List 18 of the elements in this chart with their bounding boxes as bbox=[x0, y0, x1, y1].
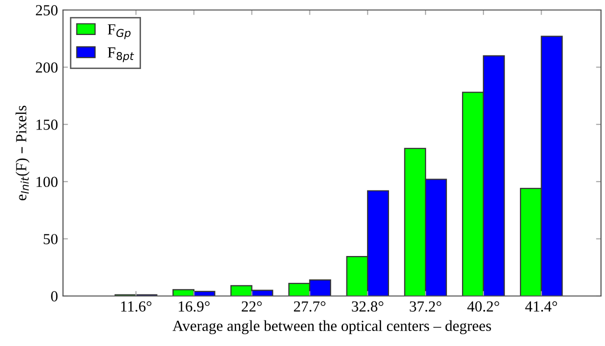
y-tick-label: 0 bbox=[51, 291, 58, 302]
y-tick-label: 100 bbox=[36, 176, 58, 188]
y-tick-label: 200 bbox=[36, 62, 58, 73]
x-tick-label: 11.6° bbox=[121, 301, 152, 312]
x-tick-label: 27.7° bbox=[294, 301, 326, 312]
x-axis-title: Average angle between the optical centers – degrees bbox=[172, 320, 492, 334]
y-tick-label: 250 bbox=[36, 5, 58, 16]
y-tick-label: 150 bbox=[36, 120, 58, 130]
x-tick-label: 41.4° bbox=[525, 301, 558, 312]
x-tick-label: 22° bbox=[242, 301, 262, 312]
legend-label: F$_{Gp}$ bbox=[108, 24, 131, 40]
legend-label: F$_{8pt}$ bbox=[108, 47, 134, 62]
x-tick-label: 16.9° bbox=[178, 301, 210, 312]
y-tick-label: 50 bbox=[44, 234, 58, 244]
x-tick-label: 37.2° bbox=[410, 301, 442, 312]
x-tick-label: 32.8° bbox=[352, 301, 384, 312]
x-tick-label: 40.2° bbox=[467, 301, 500, 312]
y-axis-title: e$_{Init}$(F) – Pixels bbox=[16, 106, 30, 200]
